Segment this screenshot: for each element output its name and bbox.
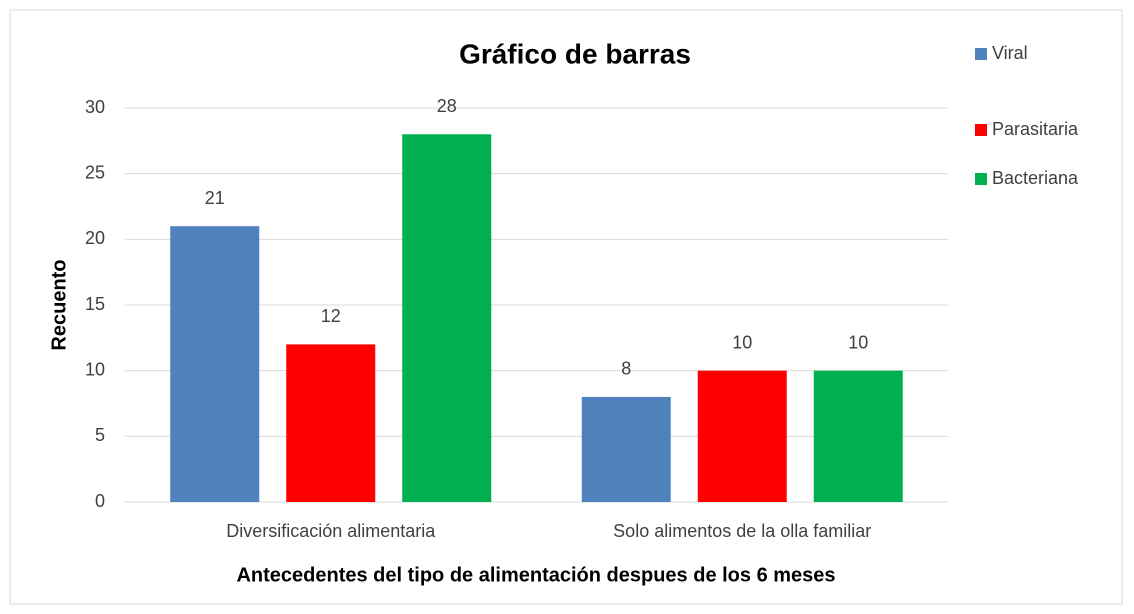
y-tick-label: 25 [85, 162, 105, 182]
bar [286, 344, 376, 502]
legend-label: Parasitaria [992, 119, 1079, 139]
value-label: 28 [437, 96, 457, 116]
bar [402, 134, 492, 502]
legend-label: Bacteriana [992, 168, 1079, 188]
y-tick-label: 30 [85, 97, 105, 117]
x-axis-title: Antecedentes del tipo de alimentación de… [236, 564, 835, 586]
legend-swatch [975, 48, 987, 60]
bar [170, 226, 260, 502]
legend-label: Viral [992, 43, 1028, 63]
legend-swatch [975, 124, 987, 136]
value-label: 12 [321, 306, 341, 326]
bar [813, 370, 903, 502]
value-label: 8 [621, 359, 631, 379]
bar [697, 370, 787, 502]
y-tick-label: 5 [95, 425, 105, 445]
legend-swatch [975, 173, 987, 185]
y-tick-label: 15 [85, 294, 105, 314]
value-label: 10 [848, 332, 868, 352]
chart-title: Gráfico de barras [459, 38, 691, 69]
value-label: 21 [205, 188, 225, 208]
y-tick-label: 20 [85, 228, 105, 248]
y-tick-label: 10 [85, 359, 105, 379]
value-label: 10 [732, 332, 752, 352]
bar [581, 396, 671, 502]
y-tick-label: 0 [95, 491, 105, 511]
x-tick-label: Solo alimentos de la olla familiar [613, 521, 871, 541]
y-axis-title: Recuento [48, 259, 70, 350]
x-tick-label: Diversificación alimentaria [226, 521, 436, 541]
